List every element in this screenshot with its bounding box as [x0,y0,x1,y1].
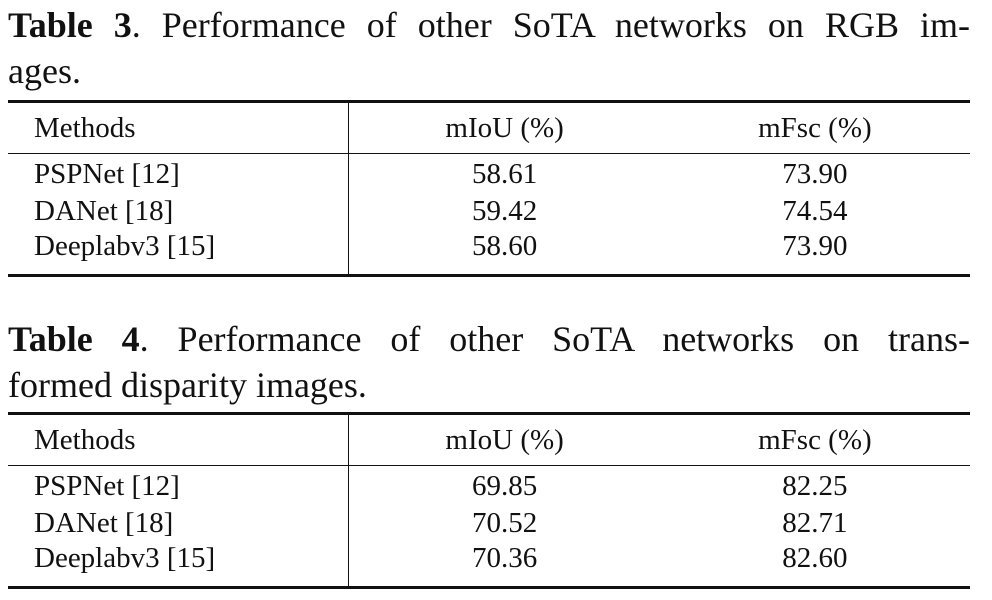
method-cell: DANet [18] [8,193,350,230]
method-cell: PSPNet [12] [8,465,350,505]
header-miou: mIoU (%) [348,412,660,466]
table-row: DANet [18] 70.52 82.71 [8,505,970,542]
miou-cell: 58.60 [348,230,660,277]
method-cell: Deeplabv3 [15] [8,230,350,277]
table-3-caption: Table 3. Performance of other SoTA netwo… [8,2,970,94]
caption-line: ages. [8,51,81,91]
table-3: Methods mIoU (%) mFsc (%) PSPNet [12] 58… [8,100,970,277]
mfsc-cell: 73.90 [659,230,970,277]
miou-cell: 59.42 [471,195,538,227]
method-cell: Deeplabv3 [15] [8,542,350,589]
header-row: Methods mIoU (%) mFsc (%) [8,100,970,154]
table-row: PSPNet [12] 69.85 82.25 [8,465,970,505]
method-cell: PSPNet [12] [8,153,350,193]
miou-cell: 69.85 [471,470,538,502]
header-methods: Methods [8,412,350,466]
caption-line: formed disparity images. [8,365,367,405]
table-label: Table 4 [8,319,140,359]
caption-line: Table 3. Performance of other SoTA netwo… [8,2,970,48]
header-row: Methods mIoU (%) mFsc (%) [8,412,970,466]
table-4-caption: Table 4. Performance of other SoTA netwo… [8,316,970,408]
table-row: Deeplabv3 [15] 70.36 82.60 [8,542,970,589]
miou-cell: 58.61 [471,158,538,190]
mfsc-cell: 82.71 [782,507,848,539]
table-row: PSPNet [12] 58.61 73.90 [8,153,970,193]
header-mfsc: mFsc (%) [659,100,970,154]
table-label: Table 3 [8,5,132,45]
header-mfsc: mFsc (%) [659,412,970,466]
header-methods: Methods [8,100,350,154]
caption-text: . Performance of other SoTA networks on … [139,319,970,359]
header-miou: mIoU (%) [348,100,660,154]
mfsc-cell: 73.90 [782,158,848,190]
table-row: Deeplabv3 [15] 58.60 73.90 [8,230,970,277]
mfsc-cell: 74.54 [782,195,848,227]
caption-text: . Performance of other SoTA networks on … [131,5,970,45]
table-row: DANet [18] 59.42 74.54 [8,193,970,230]
miou-cell: 70.36 [348,542,660,589]
mfsc-cell: 82.60 [659,542,970,589]
miou-cell: 70.52 [471,507,538,539]
method-cell: DANet [18] [8,505,350,542]
table-4: Methods mIoU (%) mFsc (%) PSPNet [12] 69… [8,412,970,589]
caption-line: Table 4. Performance of other SoTA netwo… [8,316,970,362]
mfsc-cell: 82.25 [782,470,848,502]
